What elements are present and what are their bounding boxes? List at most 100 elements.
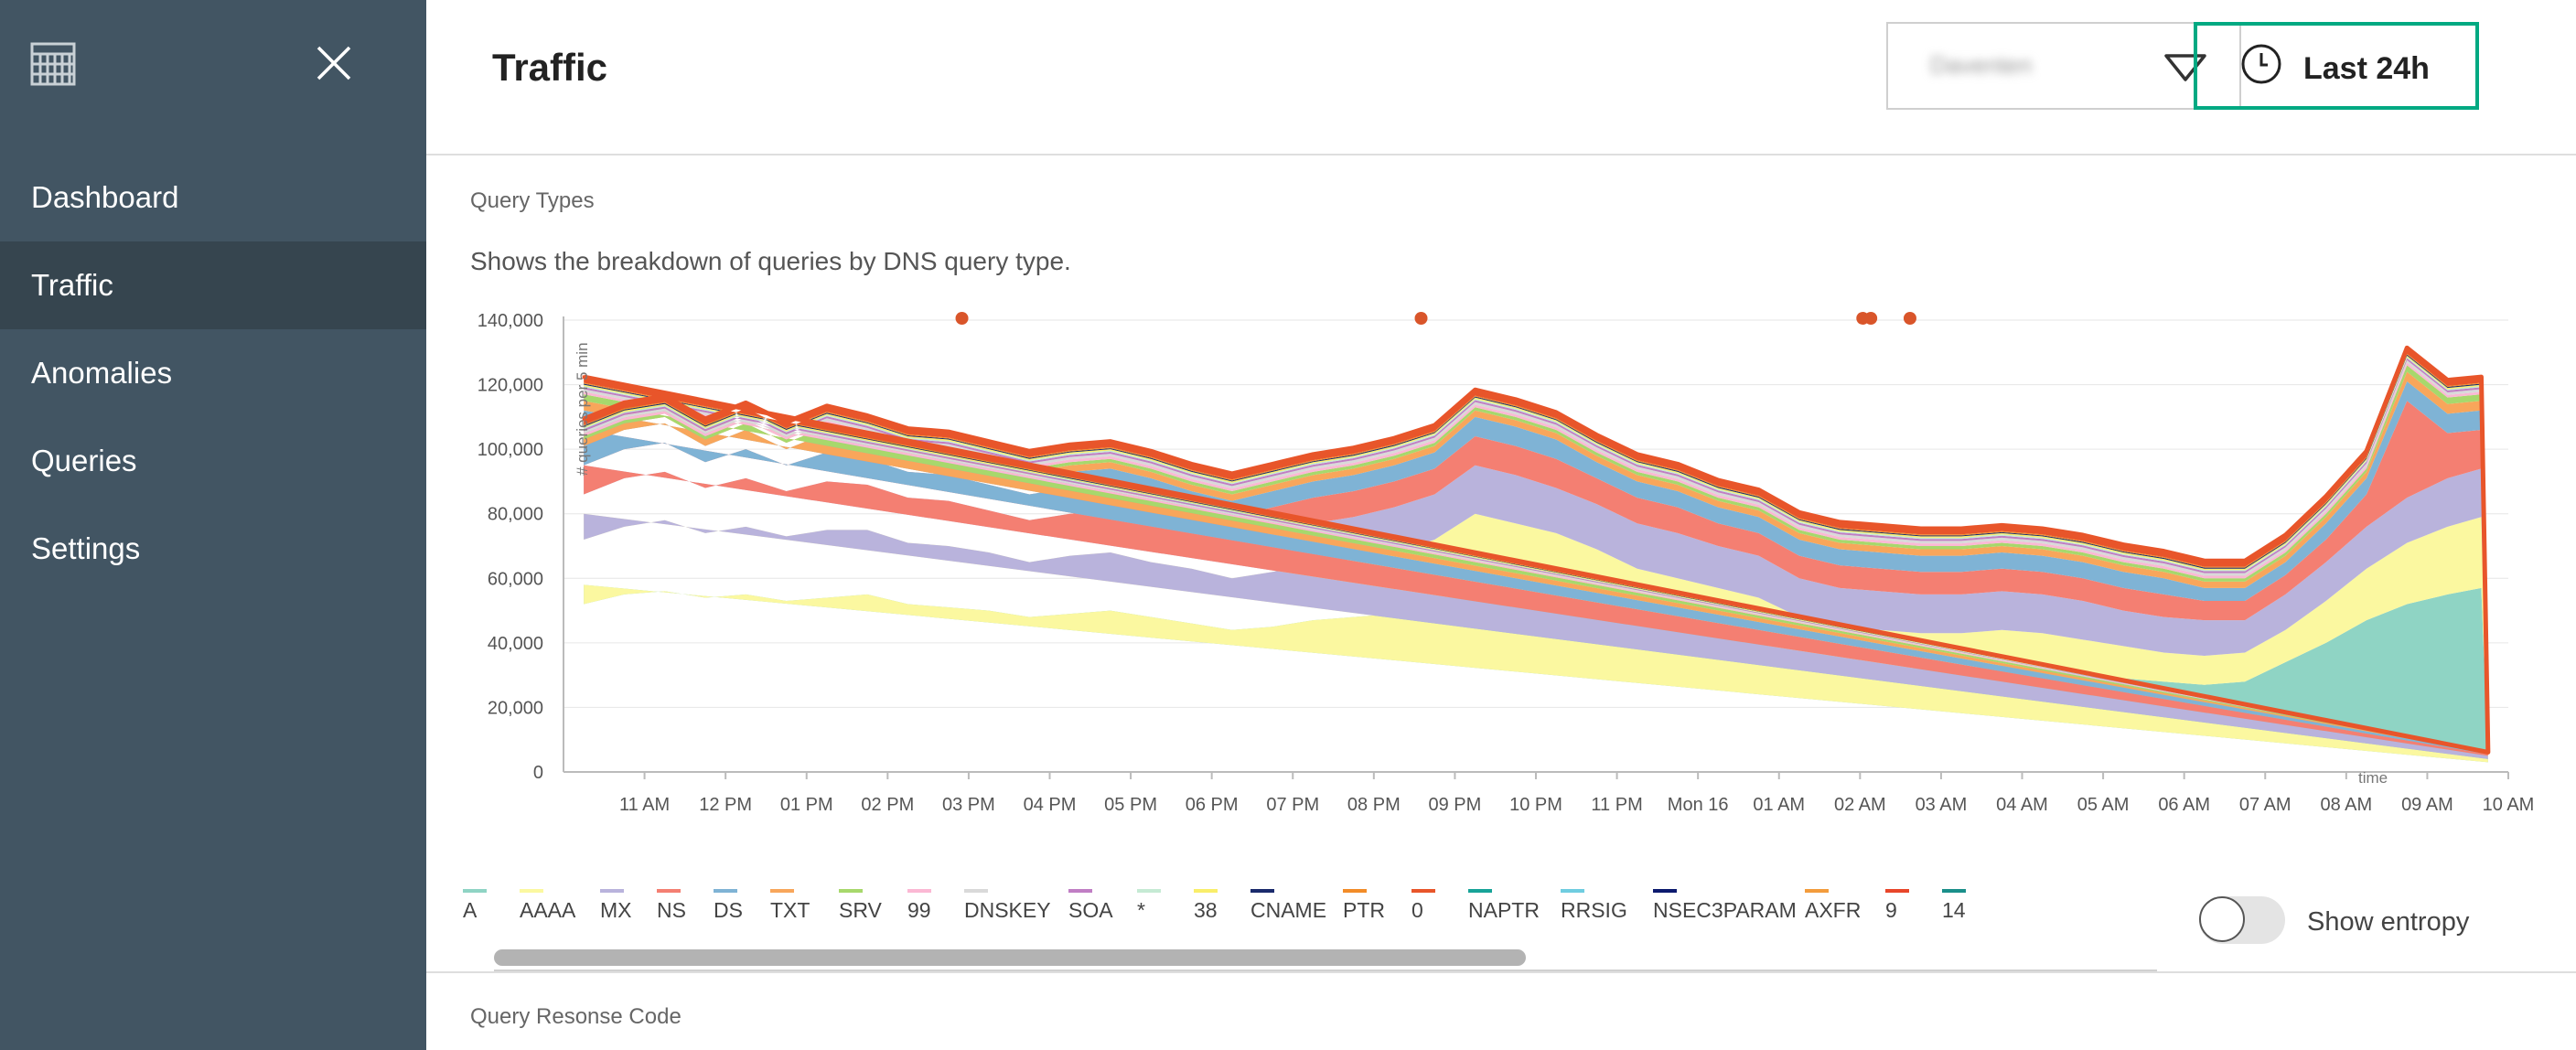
x-tick-label: 09 AM — [2401, 795, 2453, 815]
legend-swatch — [1194, 889, 1218, 893]
legend-scrollbar-thumb[interactable] — [494, 949, 1526, 966]
legend-label: * — [1137, 898, 1145, 922]
legend-label: 38 — [1194, 898, 1218, 922]
x-tick-label: 03 PM — [942, 795, 995, 815]
legend-swatch — [907, 889, 931, 893]
legend-swatch — [1411, 889, 1435, 893]
sidebar-item-traffic[interactable]: Traffic — [0, 241, 426, 329]
close-icon[interactable] — [311, 40, 357, 86]
series-area-38 — [584, 355, 2488, 753]
query-types-chart: 0 20,000 40,000 60,000 80,000 100,000 120,000 1… — [478, 311, 2535, 815]
x-tick-label: 08 PM — [1347, 795, 1401, 815]
legend-label: PTR — [1343, 898, 1385, 922]
y-axis-label: # queries per 5 min — [574, 342, 591, 476]
time-range-label: Last 24h — [2303, 51, 2430, 86]
legend-label: 0 — [1411, 898, 1423, 922]
anomaly-marker[interactable] — [955, 312, 969, 325]
x-tick-label: 06 AM — [2158, 795, 2210, 815]
legend-swatch — [1468, 889, 1492, 893]
legend-label: A — [463, 898, 478, 922]
y-tick-label: 40,000 — [488, 634, 543, 654]
x-tick-label: 02 AM — [1834, 795, 1886, 815]
series-area-0 — [584, 349, 2488, 753]
sidebar-item-settings[interactable]: Settings — [31, 531, 141, 565]
series-area-txt — [584, 371, 2488, 754]
entropy-toggle[interactable] — [2199, 896, 2285, 944]
chart-legend: A AAAA MX NS DS TXT SRV 99 DNSKEY SOA * 38 CNAME PTR 0… — [463, 878, 2292, 942]
sidebar-item-dashboard[interactable]: Dashboard — [31, 180, 179, 214]
legend-scrollbar-track[interactable] — [494, 948, 2157, 971]
legend-swatch — [463, 889, 487, 893]
legend-label: 9 — [1885, 898, 1897, 922]
section-divider — [426, 971, 2576, 973]
legend-label: RRSIG — [1561, 898, 1627, 922]
x-tick-label: 01 PM — [780, 795, 833, 815]
anomaly-marker[interactable] — [1864, 312, 1878, 325]
x-tick-label: 12 PM — [699, 795, 752, 815]
legend-swatch — [1068, 889, 1092, 893]
legend-label: NS — [657, 898, 686, 922]
server-rack-icon — [30, 42, 76, 86]
x-tick-label: 06 PM — [1186, 795, 1239, 815]
x-tick-label: 04 AM — [1996, 795, 2048, 815]
series-area-99 — [584, 362, 2488, 754]
time-range-button[interactable]: Last 24h — [2194, 22, 2479, 110]
x-tick-label: 01 AM — [1753, 795, 1805, 815]
y-tick-label: 140,000 — [478, 311, 543, 331]
anomaly-marker[interactable] — [1414, 312, 1428, 325]
entropy-toggle-knob — [2199, 896, 2245, 942]
legend-label: SRV — [839, 898, 882, 922]
legend-swatch — [964, 889, 988, 893]
legend-label: TXT — [770, 898, 810, 922]
legend-label: MX — [600, 898, 632, 922]
series-area-srv — [584, 365, 2488, 754]
page-title: Traffic — [492, 46, 608, 89]
legend-label: CNAME — [1250, 898, 1327, 922]
sidebar-header — [0, 0, 426, 137]
section-description: Shows the breakdown of queries by DNS qu… — [470, 247, 1071, 275]
main-content: Traffic Daventen Last 24h Query Types Sh… — [426, 0, 2576, 1050]
legend-swatch — [1561, 889, 1584, 893]
legend-swatch — [839, 889, 863, 893]
x-tick-label: 04 PM — [1024, 795, 1077, 815]
series-area-- — [584, 357, 2488, 753]
section2-title: Query Resonse Code — [470, 1004, 682, 1029]
server-select-value: Daventen — [1930, 51, 2033, 79]
y-tick-label: 100,000 — [478, 440, 543, 460]
y-tick-label: 80,000 — [488, 505, 543, 525]
legend-label: SOA — [1068, 898, 1113, 922]
series-area-mx — [584, 465, 2488, 759]
chart-areas — [582, 345, 2491, 772]
legend-swatch — [1942, 889, 1966, 893]
legend-swatch — [600, 889, 624, 893]
legend-swatch — [1805, 889, 1829, 893]
legend-label: DNSKEY — [964, 898, 1051, 922]
x-tick-label: 07 PM — [1266, 795, 1319, 815]
anomaly-marker[interactable] — [1903, 312, 1916, 325]
header: Traffic Daventen Last 24h — [426, 0, 2576, 155]
y-tick-label: 20,000 — [488, 698, 543, 718]
legend-label: 14 — [1942, 898, 1966, 922]
server-select[interactable]: Daventen — [1886, 22, 2241, 110]
x-tick-label: Mon 16 — [1668, 795, 1729, 815]
legend-label: DS — [714, 898, 743, 922]
legend-swatch — [1250, 889, 1274, 893]
y-tick-label: 120,000 — [478, 376, 543, 396]
x-tick-label: 10 PM — [1509, 795, 1562, 815]
entropy-toggle-label: Show entropy — [2307, 907, 2470, 937]
legend-label: NAPTR — [1468, 898, 1540, 922]
x-tick-label: 11 PM — [1591, 795, 1642, 815]
x-tick-label: 03 AM — [1916, 795, 1968, 815]
series-area-soa — [584, 358, 2488, 753]
y-tick-label: 0 — [533, 763, 543, 783]
legend-swatch — [714, 889, 737, 893]
sidebar-item-anomalies[interactable]: Anomalies — [31, 356, 173, 390]
legend-swatch — [770, 889, 794, 893]
sidebar-nav: Dashboard Traffic Anomalies Queries Sett… — [0, 154, 426, 593]
x-tick-label: 09 PM — [1429, 795, 1482, 815]
x-axis-label: time — [2358, 769, 2388, 787]
total-outline — [583, 345, 2491, 755]
legend-label: 99 — [907, 898, 931, 922]
legend-label: AAAA — [520, 898, 576, 922]
sidebar-item-queries[interactable]: Queries — [31, 444, 137, 477]
